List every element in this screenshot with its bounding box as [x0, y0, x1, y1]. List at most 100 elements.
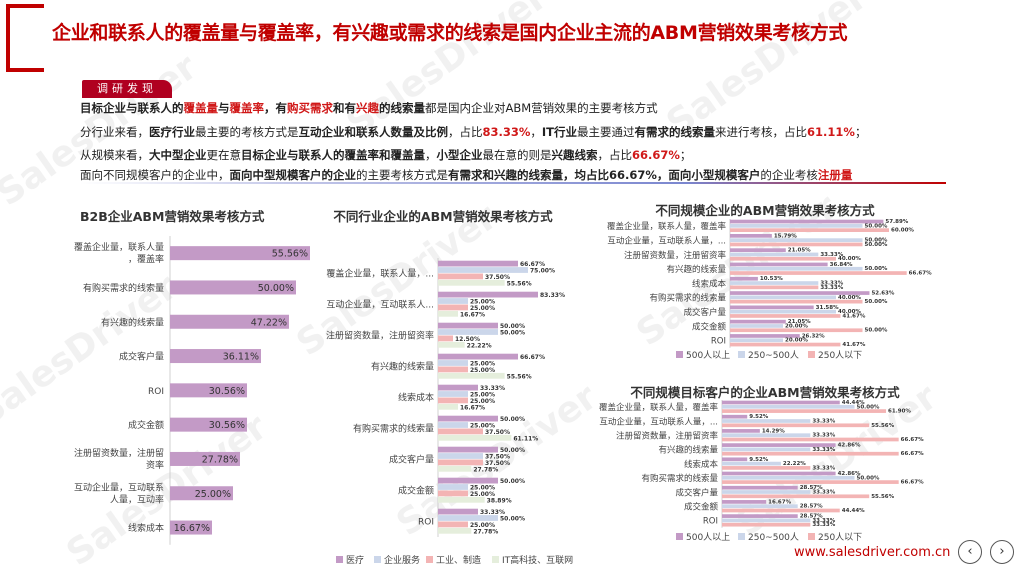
data-label: 66.67% [520, 261, 545, 268]
bar [438, 384, 478, 391]
bar [438, 353, 519, 360]
data-label: 40.00% [838, 309, 861, 315]
data-label: 37.50% [485, 429, 510, 436]
website-link[interactable]: www.salesdriver.com.cn [794, 545, 951, 560]
bar [722, 494, 870, 499]
category-label: ROI [148, 387, 164, 397]
category-label: 有购买需求的线索量 [353, 423, 434, 435]
data-label: 20.00% [785, 323, 808, 329]
legend-swatch [426, 556, 433, 563]
data-label: 22.22% [783, 461, 806, 467]
category-label: 注册留资数量，注册留 [74, 447, 164, 459]
bar [438, 459, 483, 466]
data-label: 61.11% [513, 435, 538, 442]
bar [438, 490, 468, 497]
bar [438, 453, 483, 459]
category-label: 线索成本 [692, 278, 727, 289]
bar [730, 276, 758, 281]
chart-2-title: 不同行业企业的ABM营销效果考核方式 [333, 209, 553, 224]
bar [438, 273, 483, 280]
bar [722, 409, 887, 413]
bar [170, 349, 261, 364]
category-label: ROI [711, 337, 726, 347]
bar [722, 461, 781, 466]
data-label: 14.29% [762, 428, 785, 434]
data-label: 66.67% [520, 354, 545, 361]
bar [438, 310, 459, 317]
data-label: 50.00% [865, 242, 888, 248]
category-label: 有兴趣的线索量 [371, 361, 434, 373]
data-label: 41.67% [842, 313, 865, 319]
data-label: 33.33% [812, 522, 835, 528]
category-label: 成交金额 [398, 485, 434, 497]
category-label: 成交客户量 [119, 351, 164, 363]
data-label: 28.57% [800, 504, 823, 510]
finding-line-4: 面向不同规模客户的企业中，面向中型规模客户的企业的主要考核方式是有需求和兴趣的线… [80, 168, 853, 182]
bar [730, 342, 841, 347]
bar [730, 305, 814, 310]
data-label: 12.50% [455, 336, 480, 343]
bar [438, 341, 465, 348]
data-label: 47.22% [251, 317, 287, 328]
bar [722, 451, 899, 456]
bar [722, 475, 855, 480]
bar [438, 372, 505, 379]
bar [722, 423, 870, 428]
data-label: 15.79% [774, 233, 797, 239]
data-label: 60.00% [891, 228, 914, 234]
legend-label: 250人以下 [818, 350, 862, 361]
data-label: 50.00% [865, 266, 888, 272]
legend-swatch [492, 556, 499, 563]
data-label: 25.00% [195, 489, 231, 500]
bar [730, 271, 907, 275]
bar [730, 299, 863, 304]
bar [170, 246, 310, 261]
data-label: 50.00% [500, 516, 525, 523]
bar [722, 471, 836, 476]
data-label: 33.33% [812, 518, 835, 524]
category-label: ROI [418, 518, 434, 528]
bar [730, 324, 783, 328]
bar [438, 335, 453, 342]
data-label: 31.58% [816, 305, 839, 311]
title-bracket [6, 4, 44, 72]
data-label: 27.78% [473, 466, 498, 473]
bar [722, 447, 811, 452]
bar [438, 477, 498, 484]
next-page-button[interactable]: › [990, 540, 1014, 564]
data-label: 50.00% [500, 478, 525, 485]
data-label: 40.00% [838, 295, 861, 301]
category-label: 互动企业量，互动联系人量，... [607, 235, 726, 246]
data-label: 50.00% [500, 323, 525, 330]
data-label: 33.33% [820, 252, 843, 258]
legend-label: 500人以上 [686, 532, 730, 543]
bar [730, 266, 863, 271]
bar [438, 397, 468, 404]
prev-page-button[interactable]: ‹ [958, 540, 982, 564]
data-label: 28.57% [800, 514, 823, 520]
bar [438, 527, 472, 534]
data-label: 55.56% [272, 249, 308, 260]
bar [722, 500, 767, 504]
data-label: 55.56% [507, 373, 532, 380]
bar [170, 520, 213, 535]
bar [722, 504, 798, 509]
bar [170, 451, 240, 466]
data-label: 36.11% [223, 352, 259, 363]
data-label: 9.52% [749, 457, 769, 463]
data-label: 30.56% [209, 420, 245, 431]
data-label: 9.52% [749, 414, 769, 420]
category-label: 互动企业量，互动联系人... [326, 299, 434, 311]
category-label: 覆盖企业量，联系人量，覆盖率 [599, 402, 719, 413]
data-label: 37.50% [485, 274, 510, 281]
legend-label: 医疗 [346, 554, 364, 566]
bar [730, 219, 884, 224]
data-label: 37.50% [485, 460, 510, 467]
chart-1-title: B2B企业ABM营销效果考核方式 [80, 209, 265, 224]
bar [722, 419, 811, 423]
bar [722, 443, 836, 447]
data-label: 33.33% [820, 285, 843, 291]
data-label: 25.00% [470, 423, 495, 430]
